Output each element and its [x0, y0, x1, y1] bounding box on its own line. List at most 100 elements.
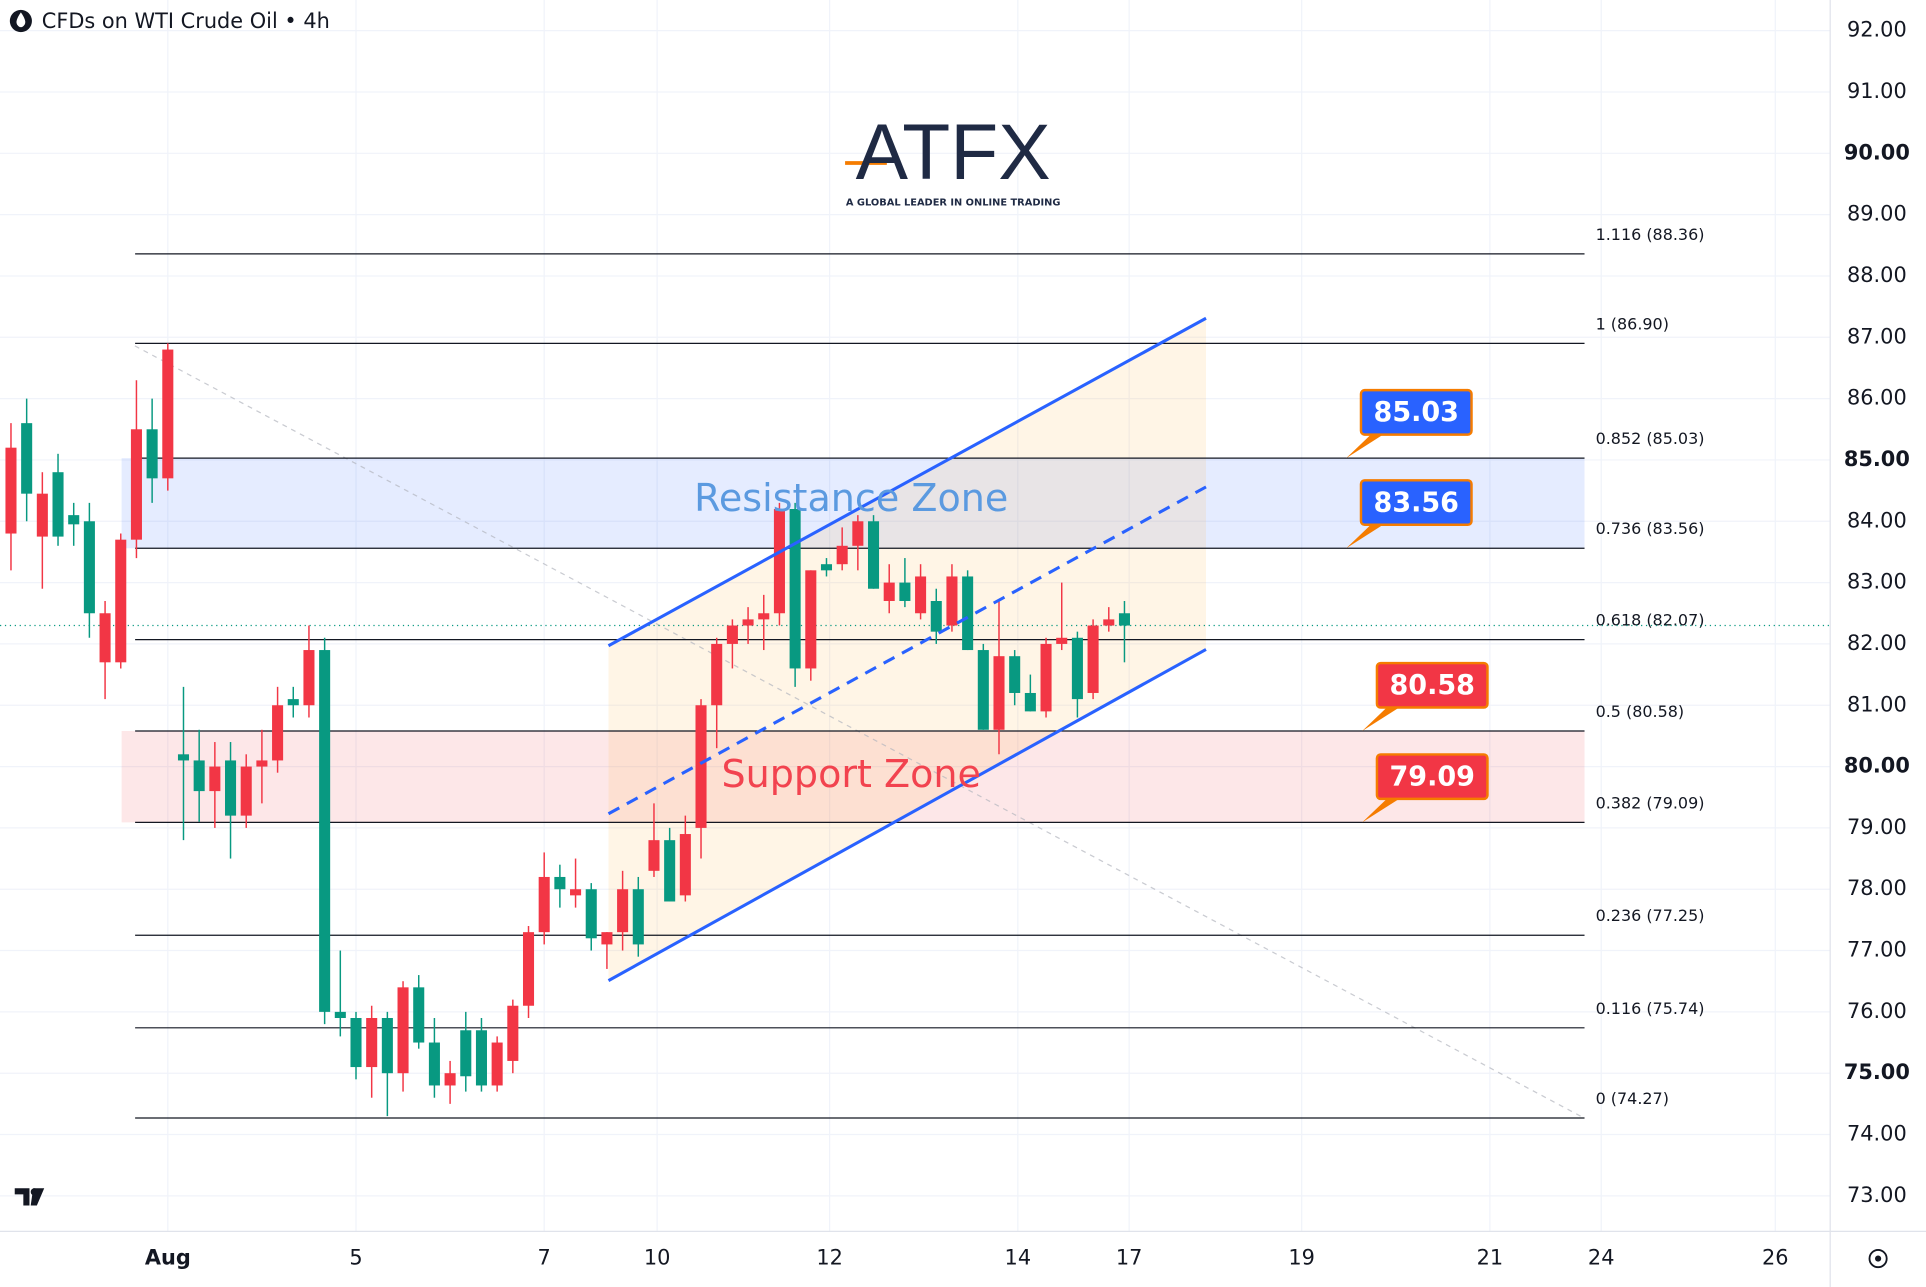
candle-body — [130, 429, 142, 540]
candle-body — [1024, 692, 1036, 712]
candle-body — [695, 705, 707, 828]
y-tick-label: 88.00 — [1847, 263, 1907, 287]
y-tick-label: 76.00 — [1847, 999, 1907, 1023]
candle-body — [146, 429, 158, 479]
y-tick-label: 90.00 — [1844, 140, 1910, 164]
y-tick-label: 84.00 — [1847, 508, 1907, 532]
candle-body — [413, 987, 425, 1043]
candle-body — [962, 576, 974, 651]
callout-tail — [1362, 798, 1400, 823]
candle-body — [538, 876, 550, 933]
candle-body — [162, 349, 174, 479]
candle-body — [1056, 637, 1068, 644]
candle-body — [742, 619, 754, 626]
y-tick-label: 89.00 — [1847, 202, 1907, 226]
y-tick-label: 83.00 — [1847, 570, 1907, 594]
settings-icon-dot — [1875, 1255, 1882, 1262]
candle-body — [334, 1011, 346, 1019]
candle-body — [319, 650, 331, 1012]
y-tick-label: 81.00 — [1847, 692, 1907, 716]
candle-body — [930, 600, 942, 632]
y-tick-label: 85.00 — [1844, 447, 1910, 471]
fib-label: 1 (86.90) — [1596, 314, 1669, 333]
channel-upper — [607, 316, 1207, 648]
candle-body — [899, 582, 911, 601]
callout-box — [1359, 388, 1473, 436]
logo-name: ATFX — [856, 108, 1051, 196]
candle-body — [570, 889, 582, 896]
zone-label: Resistance Zone — [694, 477, 1008, 521]
callout-label: 85.03 — [1374, 397, 1459, 428]
y-tick-label: 86.00 — [1847, 386, 1907, 410]
fib-label: 0.5 (80.58) — [1596, 702, 1685, 721]
fib-label: 0.116 (75.74) — [1596, 999, 1705, 1018]
fib-label: 0.736 (83.56) — [1596, 519, 1705, 538]
candle-body — [1009, 656, 1021, 693]
y-tick-label: 92.00 — [1847, 18, 1907, 42]
x-tick-label: 5 — [349, 1246, 362, 1270]
fib-label: 1.116 (88.36) — [1596, 225, 1705, 244]
fib-label: 0 (74.27) — [1596, 1089, 1669, 1108]
candle-body — [52, 472, 64, 537]
candle-body — [1071, 637, 1083, 700]
candle-body — [617, 889, 629, 933]
candle-body — [193, 760, 205, 792]
logo: ATFX A GLOBAL LEADER IN ONLINE TRADING — [845, 108, 1060, 209]
candle-body — [773, 509, 785, 614]
fib-label: 0.382 (79.09) — [1596, 793, 1705, 812]
callout-label: 80.58 — [1390, 670, 1475, 701]
callout-box — [1375, 753, 1489, 801]
plot: 1.116 (88.36) 1 (86.90) 0.852 (85.03) 0.736… — [0, 225, 1831, 1119]
candle-body — [1103, 619, 1115, 626]
candle-body — [868, 521, 880, 589]
candle-body — [1118, 613, 1130, 626]
candle-body — [240, 766, 252, 816]
candle-body — [648, 840, 660, 871]
zone-label: Support Zone — [721, 753, 980, 797]
candle-body — [68, 515, 80, 525]
candle-body — [915, 576, 927, 614]
callout-label: 79.09 — [1390, 761, 1475, 792]
settings-icon[interactable] — [1868, 1249, 1888, 1269]
candle-body — [303, 650, 315, 706]
candle-body — [820, 564, 833, 571]
fib-label: 0.618 (82.07) — [1596, 611, 1705, 630]
candle-body — [366, 1018, 378, 1068]
candle-body — [460, 1030, 472, 1077]
x-tick-label: 7 — [538, 1246, 551, 1270]
chart-title: CFDs on WTI Crude Oil • 4h — [42, 9, 330, 33]
x-tick-label: 21 — [1477, 1246, 1504, 1270]
candle-body — [554, 876, 566, 890]
x-tick-label: Aug — [145, 1246, 191, 1270]
fib-label: 0.852 (85.03) — [1596, 429, 1705, 448]
candle-body — [36, 493, 48, 537]
candle-body — [585, 889, 597, 939]
candle-body — [428, 1042, 440, 1086]
channel-lower — [607, 648, 1207, 982]
candle-body — [836, 545, 848, 565]
fib-label: 0.236 (77.25) — [1596, 906, 1705, 925]
y-tick-label: 78.00 — [1847, 876, 1907, 900]
callout-label: 83.56 — [1374, 487, 1459, 518]
candle-body — [711, 643, 723, 706]
candle-body — [993, 656, 1005, 730]
candle-body — [805, 570, 817, 669]
candle-body — [1087, 625, 1099, 693]
candle-body — [225, 760, 237, 816]
candle-body — [99, 613, 111, 663]
x-tick-label: 14 — [1005, 1246, 1032, 1270]
candle-body — [350, 1018, 362, 1068]
channel-middle — [607, 485, 1207, 816]
candle-body — [475, 1030, 487, 1086]
candle-body — [601, 932, 613, 945]
y-tick-label: 87.00 — [1847, 324, 1907, 348]
tv-logo — [14, 1188, 45, 1206]
candle-body — [381, 1018, 393, 1074]
candle-body — [491, 1042, 503, 1086]
candle-body — [256, 760, 268, 767]
y-tick-label: 79.00 — [1847, 815, 1907, 839]
y-tick-label: 91.00 — [1847, 79, 1907, 103]
y-tick-label: 73.00 — [1847, 1183, 1907, 1207]
candle-body — [758, 613, 770, 620]
